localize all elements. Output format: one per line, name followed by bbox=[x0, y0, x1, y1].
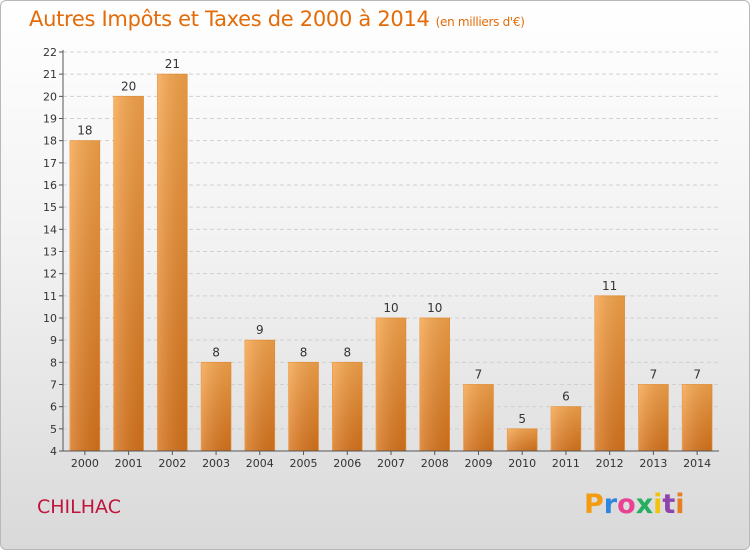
x-tick-label: 2006 bbox=[333, 457, 361, 470]
data-label: 7 bbox=[475, 368, 483, 382]
bar-shade bbox=[419, 318, 450, 451]
bar-shade bbox=[332, 362, 363, 451]
data-label: 8 bbox=[212, 345, 220, 359]
x-tick-label: 2004 bbox=[246, 457, 274, 470]
bar-shade bbox=[288, 362, 319, 451]
y-tick-label: 20 bbox=[43, 90, 57, 103]
x-tick-label: 2014 bbox=[683, 457, 711, 470]
y-tick-label: 5 bbox=[50, 423, 57, 436]
data-label: 8 bbox=[343, 345, 351, 359]
y-tick-label: 9 bbox=[50, 334, 57, 347]
x-tick-label: 2008 bbox=[421, 457, 449, 470]
y-tick-label: 8 bbox=[50, 356, 57, 369]
logo-letter: r bbox=[603, 489, 618, 520]
y-tick-label: 6 bbox=[50, 401, 57, 414]
y-tick-label: 18 bbox=[43, 135, 57, 148]
x-tick-label: 2003 bbox=[202, 457, 230, 470]
x-tick-label: 2007 bbox=[377, 457, 405, 470]
y-axis: 4 5 6 7 8 9 10 11 12 13 14 15 16 17 18 19 20 21 22 bbox=[43, 46, 64, 458]
bar-shade bbox=[682, 384, 713, 451]
y-tick-label: 15 bbox=[43, 201, 57, 214]
data-label: 8 bbox=[300, 345, 308, 359]
x-tick-label: 2012 bbox=[596, 457, 624, 470]
bar-shade bbox=[638, 384, 669, 451]
x-axis: 2000 2001 2002 2003 2004 2005 2006 2007 2008 2009… bbox=[63, 450, 719, 470]
x-tick-label: 2009 bbox=[464, 457, 492, 470]
data-label: 10 bbox=[383, 301, 398, 315]
data-label: 7 bbox=[650, 368, 658, 382]
bar-shade bbox=[201, 362, 231, 451]
x-tick-label: 2005 bbox=[290, 457, 318, 470]
bar-shade bbox=[594, 295, 625, 451]
data-label: 18 bbox=[77, 124, 92, 138]
bar-shade bbox=[69, 140, 100, 451]
chart-subtitle: (en milliers d'€) bbox=[435, 15, 525, 29]
y-tick-label: 17 bbox=[43, 157, 57, 170]
bar-shade bbox=[376, 318, 406, 451]
x-tick-label: 2013 bbox=[639, 457, 667, 470]
y-tick-label: 16 bbox=[43, 179, 57, 192]
data-label: 20 bbox=[121, 79, 136, 93]
logo-letter: t bbox=[662, 489, 676, 520]
chart-title: Autres Impôts et Taxes de 2000 à 2014 (en… bbox=[29, 7, 525, 31]
bar-shade bbox=[157, 74, 188, 452]
bar-shade bbox=[463, 384, 494, 451]
y-tick-label: 22 bbox=[43, 46, 57, 59]
logo-letter: o bbox=[617, 489, 636, 520]
data-label: 10 bbox=[427, 301, 442, 315]
data-label: 5 bbox=[518, 412, 526, 426]
data-label: 21 bbox=[165, 57, 180, 71]
y-tick-label: 11 bbox=[43, 290, 57, 303]
proxiti-logo: Proxiti bbox=[584, 489, 685, 520]
y-tick-label: 14 bbox=[43, 223, 57, 236]
logo-letter: i bbox=[675, 489, 685, 520]
y-tick-label: 19 bbox=[43, 113, 57, 126]
logo-letter: i bbox=[653, 489, 663, 520]
bar-shade bbox=[551, 406, 581, 451]
bar-shade bbox=[507, 428, 538, 451]
bar-shade bbox=[244, 340, 275, 451]
bar-shade bbox=[113, 96, 144, 451]
x-tick-label: 2002 bbox=[158, 457, 186, 470]
logo-letter: x bbox=[635, 489, 654, 520]
y-tick-label: 7 bbox=[50, 379, 57, 392]
title-text: Autres Impôts et Taxes de 2000 à 2014 bbox=[29, 7, 430, 31]
town-name: CHILHAC bbox=[37, 496, 121, 518]
y-tick-label: 12 bbox=[43, 268, 57, 281]
bars: 18 20 21 8 9 8 8 10 10 7 5 6 11 7 7 bbox=[69, 57, 713, 452]
data-label: 9 bbox=[256, 323, 264, 337]
logo-letter: P bbox=[584, 489, 604, 520]
data-label: 7 bbox=[693, 368, 701, 382]
x-tick-label: 2010 bbox=[508, 457, 536, 470]
x-tick-label: 2011 bbox=[552, 457, 580, 470]
data-label: 11 bbox=[602, 279, 617, 293]
data-label: 6 bbox=[562, 390, 570, 404]
x-tick-label: 2001 bbox=[115, 457, 143, 470]
x-tick-label: 2000 bbox=[71, 457, 99, 470]
y-tick-label: 4 bbox=[50, 445, 57, 458]
y-tick-label: 10 bbox=[43, 312, 57, 325]
y-tick-label: 13 bbox=[43, 246, 57, 259]
y-tick-label: 21 bbox=[43, 68, 57, 81]
